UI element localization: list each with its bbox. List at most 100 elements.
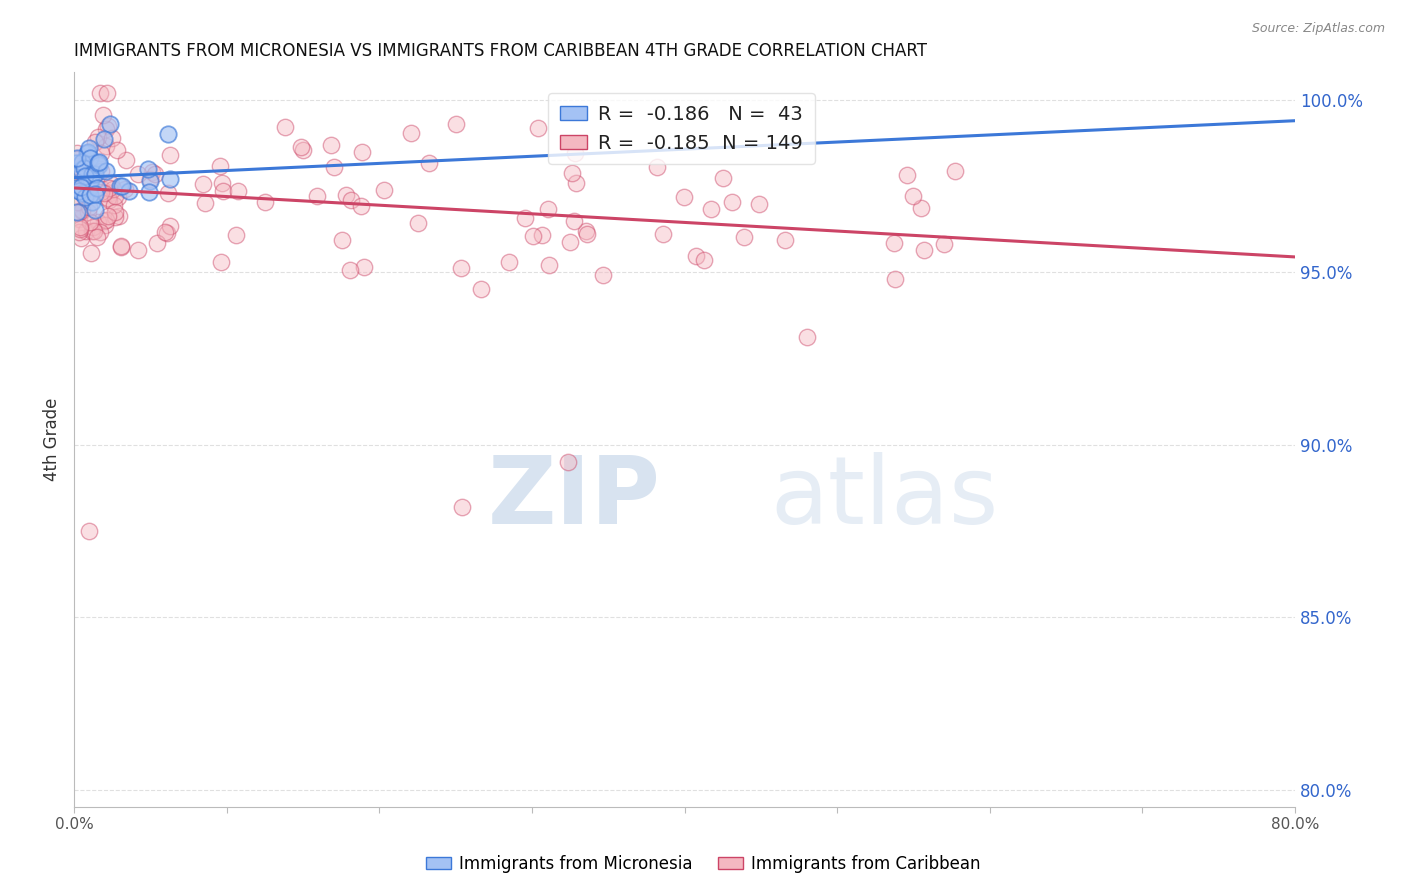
Point [83, 187, 105, 202]
Point [65, 205, 87, 219]
Point [97, 210, 120, 224]
Point [67, 205, 90, 219]
Text: ZIP: ZIP [488, 452, 661, 544]
Legend: R =  -0.186   N =  43, R =  -0.185  N = 149: R = -0.186 N = 43, R = -0.185 N = 149 [548, 93, 815, 164]
Point [76, 146, 98, 161]
Point [557, 455, 579, 469]
Point [211, 176, 233, 190]
Point [114, 182, 136, 196]
Point [673, 190, 696, 204]
Point [538, 258, 561, 272]
Point [70, 165, 93, 179]
Point [883, 272, 905, 286]
Point [209, 159, 232, 173]
Point [77, 200, 100, 214]
Point [93, 132, 115, 146]
Point [87, 156, 110, 170]
Point [83, 168, 105, 182]
Text: atlas: atlas [770, 452, 998, 544]
Point [66, 194, 89, 209]
Point [446, 117, 468, 131]
Point [498, 255, 520, 269]
Point [418, 156, 440, 170]
Point [75, 224, 97, 238]
Point [127, 167, 149, 181]
Point [693, 253, 716, 268]
Point [107, 190, 129, 204]
Point [912, 243, 935, 257]
Point [339, 262, 361, 277]
Point [711, 170, 734, 185]
Point [319, 137, 342, 152]
Point [139, 172, 162, 186]
Point [70, 231, 93, 245]
Point [73, 170, 96, 185]
Point [66, 159, 89, 173]
Point [353, 260, 375, 274]
Point [335, 188, 357, 202]
Point [75, 189, 97, 203]
Point [70, 203, 93, 218]
Point [105, 143, 128, 157]
Point [225, 227, 247, 242]
Point [157, 127, 180, 141]
Point [340, 193, 363, 207]
Point [292, 143, 315, 157]
Point [97, 190, 120, 204]
Point [73, 161, 96, 175]
Point [97, 193, 120, 207]
Point [80, 245, 103, 260]
Point [70, 163, 93, 178]
Point [79, 141, 101, 155]
Point [83, 224, 105, 238]
Point [305, 189, 328, 203]
Point [86, 230, 108, 244]
Point [77, 175, 100, 189]
Point [322, 160, 344, 174]
Point [910, 201, 932, 215]
Point [80, 173, 103, 187]
Point [330, 234, 353, 248]
Point [290, 140, 312, 154]
Point [97, 181, 120, 195]
Point [67, 195, 90, 210]
Point [159, 219, 181, 233]
Point [83, 135, 105, 149]
Point [110, 240, 132, 254]
Point [82, 167, 104, 181]
Point [773, 233, 796, 247]
Point [575, 224, 598, 238]
Point [65, 162, 87, 177]
Point [733, 230, 755, 244]
Point [194, 196, 217, 211]
Point [77, 145, 100, 160]
Point [209, 255, 232, 269]
Point [103, 198, 125, 212]
Point [82, 219, 104, 234]
Point [536, 202, 558, 216]
Point [748, 196, 770, 211]
Point [592, 268, 614, 282]
Point [90, 185, 112, 199]
Point [69, 220, 91, 235]
Point [77, 205, 100, 219]
Point [79, 151, 101, 165]
Point [212, 184, 235, 198]
Point [108, 209, 131, 223]
Point [65, 168, 87, 182]
Point [69, 163, 91, 178]
Point [97, 119, 120, 133]
Point [373, 183, 395, 197]
Point [157, 186, 180, 201]
Point [104, 189, 127, 203]
Point [564, 176, 586, 190]
Point [98, 117, 121, 131]
Point [651, 227, 673, 242]
Point [77, 524, 100, 538]
Point [84, 167, 107, 181]
Point [96, 86, 118, 100]
Point [73, 158, 96, 172]
Point [65, 156, 87, 170]
Point [901, 189, 924, 203]
Point [89, 86, 111, 100]
